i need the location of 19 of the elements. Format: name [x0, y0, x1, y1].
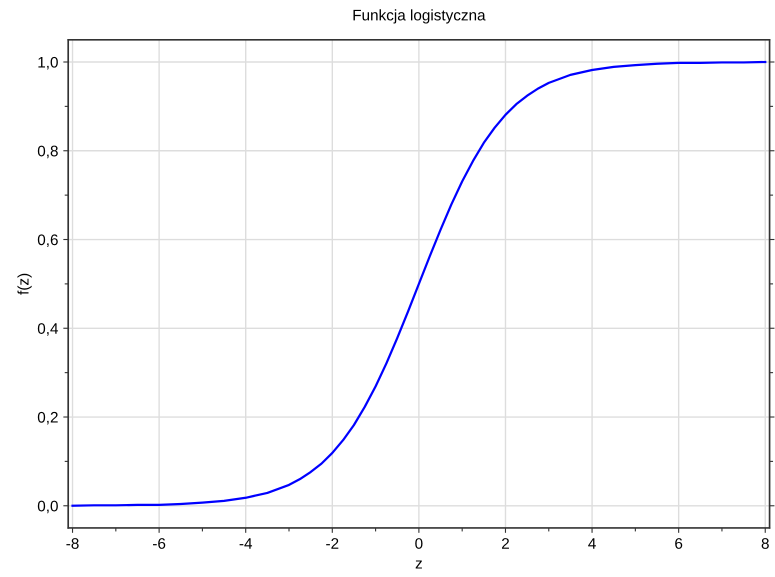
chart-title: Funkcja logistyczna — [353, 9, 486, 24]
x-tick-label: -4 — [240, 538, 252, 549]
y-tick-label: 1,0 — [38, 56, 58, 70]
x-tick-label: -2 — [326, 538, 338, 549]
x-tick-label: 0 — [415, 538, 423, 549]
y-tick-label: 0,0 — [38, 500, 58, 514]
y-tick-label: 0,4 — [38, 323, 58, 336]
y-tick-label: 0,6 — [38, 234, 58, 247]
x-axis-title: z — [416, 560, 422, 569]
x-tick-label: -8 — [66, 538, 79, 549]
x-tick-label: 6 — [675, 538, 682, 549]
line-series — [71, 60, 766, 507]
x-tick-label: -6 — [153, 538, 166, 549]
x-tick-label: 8 — [762, 538, 769, 549]
y-tick-label: 0,8 — [38, 146, 58, 158]
y-tick-label: 0,2 — [38, 412, 58, 425]
x-tick-label: 2 — [502, 538, 509, 549]
y-axis-title: f(z) — [17, 274, 32, 295]
x-tick-label: 4 — [588, 538, 596, 549]
